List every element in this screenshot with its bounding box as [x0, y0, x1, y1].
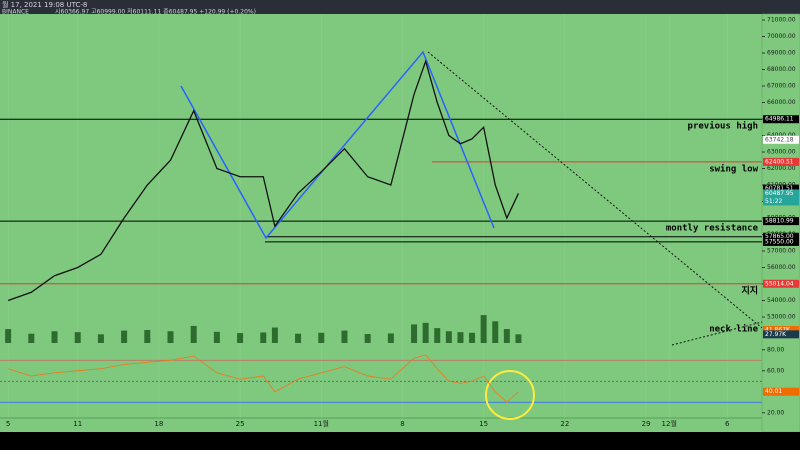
volume-bar — [190, 325, 197, 343]
price-tag-bg — [763, 189, 799, 198]
volume-bar — [167, 331, 174, 343]
pattern-line — [180, 50, 495, 240]
price-tag-bg — [763, 326, 799, 335]
volume-bar — [260, 332, 267, 343]
y-tick-label: 80.00 — [767, 346, 784, 353]
level-tag: 57550.00 — [765, 238, 794, 245]
price-line — [7, 354, 519, 403]
y-tick-label: 53000.00 — [767, 313, 796, 320]
neck-line — [671, 321, 763, 346]
y-tick-label: 64000.00 — [767, 132, 796, 139]
price-tag-bg — [763, 387, 799, 396]
volume-bar — [121, 330, 128, 343]
level-tag-bg — [763, 115, 799, 124]
volume-bar — [457, 332, 464, 343]
y-tick-label: 71000.00 — [767, 17, 796, 24]
volume-bar — [51, 331, 58, 343]
x-tick-label: 25 — [236, 420, 245, 428]
volume-bar — [213, 331, 220, 343]
level-tag: 55014.04 — [765, 280, 794, 287]
level-tag: 58810.99 — [765, 218, 794, 225]
volume-bar — [295, 333, 302, 343]
y-tick-label: 66000.00 — [767, 99, 796, 106]
level-tag: 62400.51 — [765, 158, 794, 165]
x-tick-label: 6 — [725, 420, 730, 428]
y-tick-label: 54000.00 — [767, 297, 796, 304]
y-tick-label: 67000.00 — [767, 83, 796, 90]
volume-bar — [28, 333, 35, 343]
header-date: 월 17, 2021 19:08 UTC-8 — [2, 0, 87, 9]
level-tag-bg — [763, 217, 799, 226]
x-tick-label: 8 — [400, 420, 404, 428]
x-tick-label: 22 — [560, 420, 569, 428]
volume-bar — [144, 329, 151, 343]
x-tick-label: 5 — [6, 420, 10, 428]
x-tick-label: 29 — [642, 420, 651, 428]
highlight-circle — [485, 370, 535, 420]
level-tag: 64986.11 — [765, 116, 794, 123]
price-tag: 40.01 — [765, 388, 782, 395]
volume-bar — [445, 331, 452, 343]
y-tick-label: 57000.00 — [767, 247, 796, 254]
x-tick-label: 18 — [154, 420, 163, 428]
y-tick-label: 60.00 — [767, 367, 784, 374]
x-tick-label: 11 — [73, 420, 82, 428]
volume-bar — [480, 315, 487, 343]
volume-bar — [318, 332, 325, 343]
x-tick-label: 12월 — [662, 419, 677, 428]
volume-bar — [237, 333, 244, 343]
level-tag: 57865.00 — [765, 233, 794, 240]
price-tag-bg — [763, 330, 799, 339]
x-tick-label: 11월 — [314, 419, 329, 428]
volume-bar — [5, 329, 12, 343]
volume-bar — [97, 334, 104, 343]
level-note: 지지 — [741, 284, 758, 296]
y-tick-label: 56000.00 — [767, 264, 796, 271]
y-tick-label: 70000.00 — [767, 33, 796, 40]
y-tick-label: 20.00 — [767, 409, 784, 416]
y-tick-label: 69000.00 — [767, 50, 796, 57]
trend-line — [427, 51, 763, 329]
y-tick-label: 63000.00 — [767, 149, 796, 156]
volume-bar — [515, 334, 522, 343]
y-tick-label: 62000.00 — [767, 165, 796, 172]
price-tag: 60781.51 — [765, 185, 794, 192]
level-note: previous high — [688, 121, 758, 132]
volume-bar — [469, 332, 476, 343]
level-note: swing low — [709, 163, 758, 174]
volume-bar — [434, 328, 441, 343]
price-tag-bg — [763, 184, 799, 193]
price-tag: 60487.95 — [765, 190, 794, 197]
footer — [0, 432, 800, 450]
volume-bar — [74, 332, 81, 343]
volume-bar — [503, 329, 510, 343]
level-tag-bg — [763, 237, 799, 246]
volume-bar — [411, 324, 418, 343]
level-tag-bg — [763, 232, 799, 241]
countdown-bg — [763, 197, 799, 206]
x-tick-label: 15 — [479, 420, 488, 428]
annotation: neck line — [709, 324, 758, 335]
volume-bar — [387, 333, 394, 343]
volume-bar — [492, 321, 499, 343]
chart-background — [0, 14, 800, 432]
price-tag: 63742.18 — [765, 136, 794, 143]
volume-bar — [422, 322, 429, 343]
ohlc: 시60366.97 고60999.00 저60111.11 종60487.95 … — [55, 8, 256, 16]
price-tag-bg — [763, 135, 799, 144]
level-tag-bg — [763, 279, 799, 288]
price-line — [7, 59, 520, 302]
exchange: BINANCE — [2, 9, 29, 16]
level-tag-bg — [763, 157, 799, 166]
countdown: 51:22 — [765, 198, 782, 205]
header-bar — [0, 0, 800, 14]
volume-bar — [341, 330, 348, 343]
price-tag: 27.97K — [765, 331, 787, 338]
volume-bar — [364, 334, 371, 343]
price-tag: 41.867K — [765, 327, 791, 334]
level-note: montly resistance — [666, 223, 759, 234]
y-tick-label: 68000.00 — [767, 66, 796, 73]
volume-bar — [271, 327, 278, 343]
